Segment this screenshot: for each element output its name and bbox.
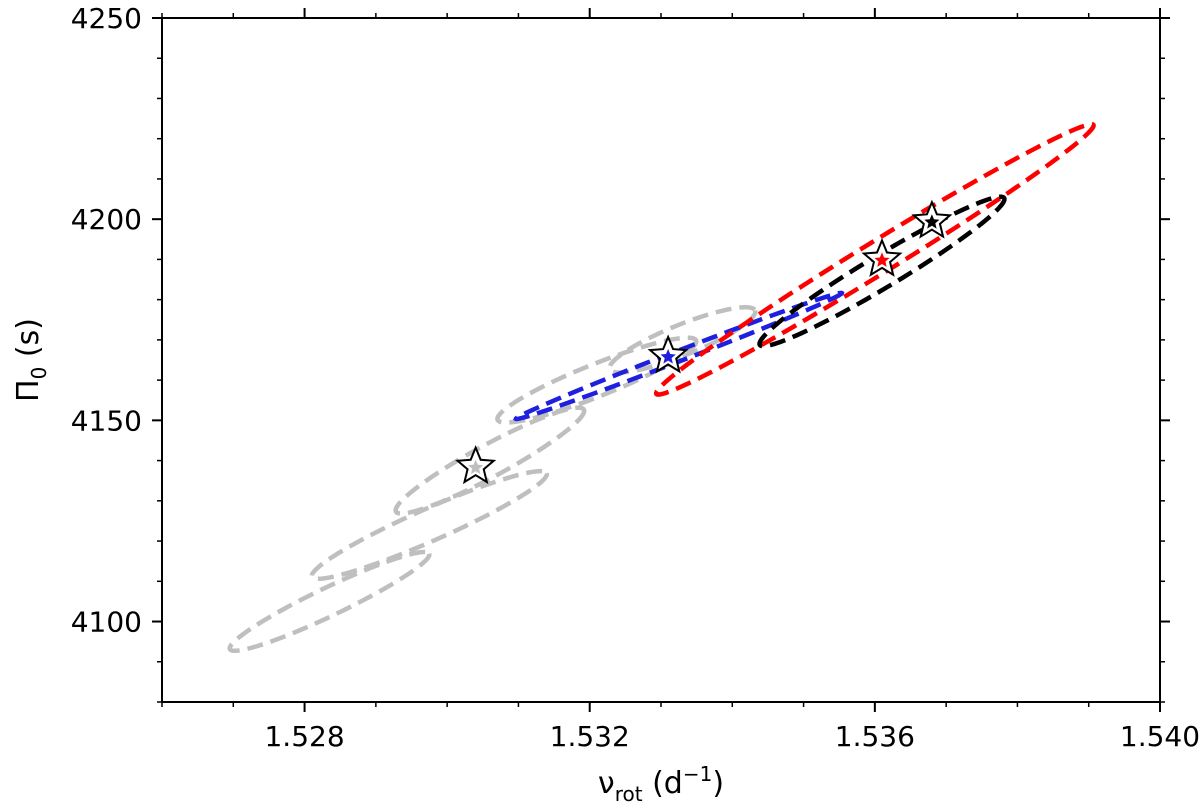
- x-label-sub: rot: [615, 782, 643, 806]
- y-axis-label: Π0 (s): [11, 318, 51, 402]
- x-label-base: ν: [598, 766, 615, 801]
- x-label-close: ): [712, 766, 724, 801]
- x-label-sup: −1: [683, 762, 712, 786]
- series-0-contour: [393, 405, 587, 516]
- contour-group: [227, 121, 1096, 654]
- series-2-contour: [653, 121, 1096, 397]
- data-layer: [227, 121, 1096, 654]
- x-axis-label: νrot (d−1): [598, 762, 724, 806]
- series-2-star-fill: [874, 252, 890, 267]
- star-markers: [455, 199, 953, 485]
- axis-ticks: [152, 8, 1170, 712]
- y-label-sub: 0: [27, 367, 51, 380]
- series-1-contour: [513, 290, 845, 422]
- x-tick-label: 1.532: [550, 720, 630, 753]
- x-label-rest: (d: [643, 766, 683, 801]
- y-tick-label: 4200: [71, 203, 142, 236]
- series-1-star-fill: [660, 348, 676, 364]
- x-tick-label: 1.528: [264, 720, 344, 753]
- tick-labels: 1.528 1.532 1.536 1.540 4100 4150 4200 4250: [71, 2, 1200, 753]
- series-3-star-fill: [924, 214, 940, 229]
- y-tick-label: 4100: [71, 606, 142, 639]
- y-label-rest: (s): [11, 318, 46, 367]
- x-tick-label: 1.536: [835, 720, 915, 753]
- y-tick-label: 4150: [71, 404, 142, 437]
- series-0-contour: [309, 468, 550, 582]
- series-0-star-fill: [468, 459, 484, 475]
- y-tick-label: 4250: [71, 2, 142, 35]
- series-0-contour: [227, 549, 432, 654]
- y-label-base: Π: [11, 379, 46, 402]
- x-tick-label: 1.540: [1120, 720, 1200, 753]
